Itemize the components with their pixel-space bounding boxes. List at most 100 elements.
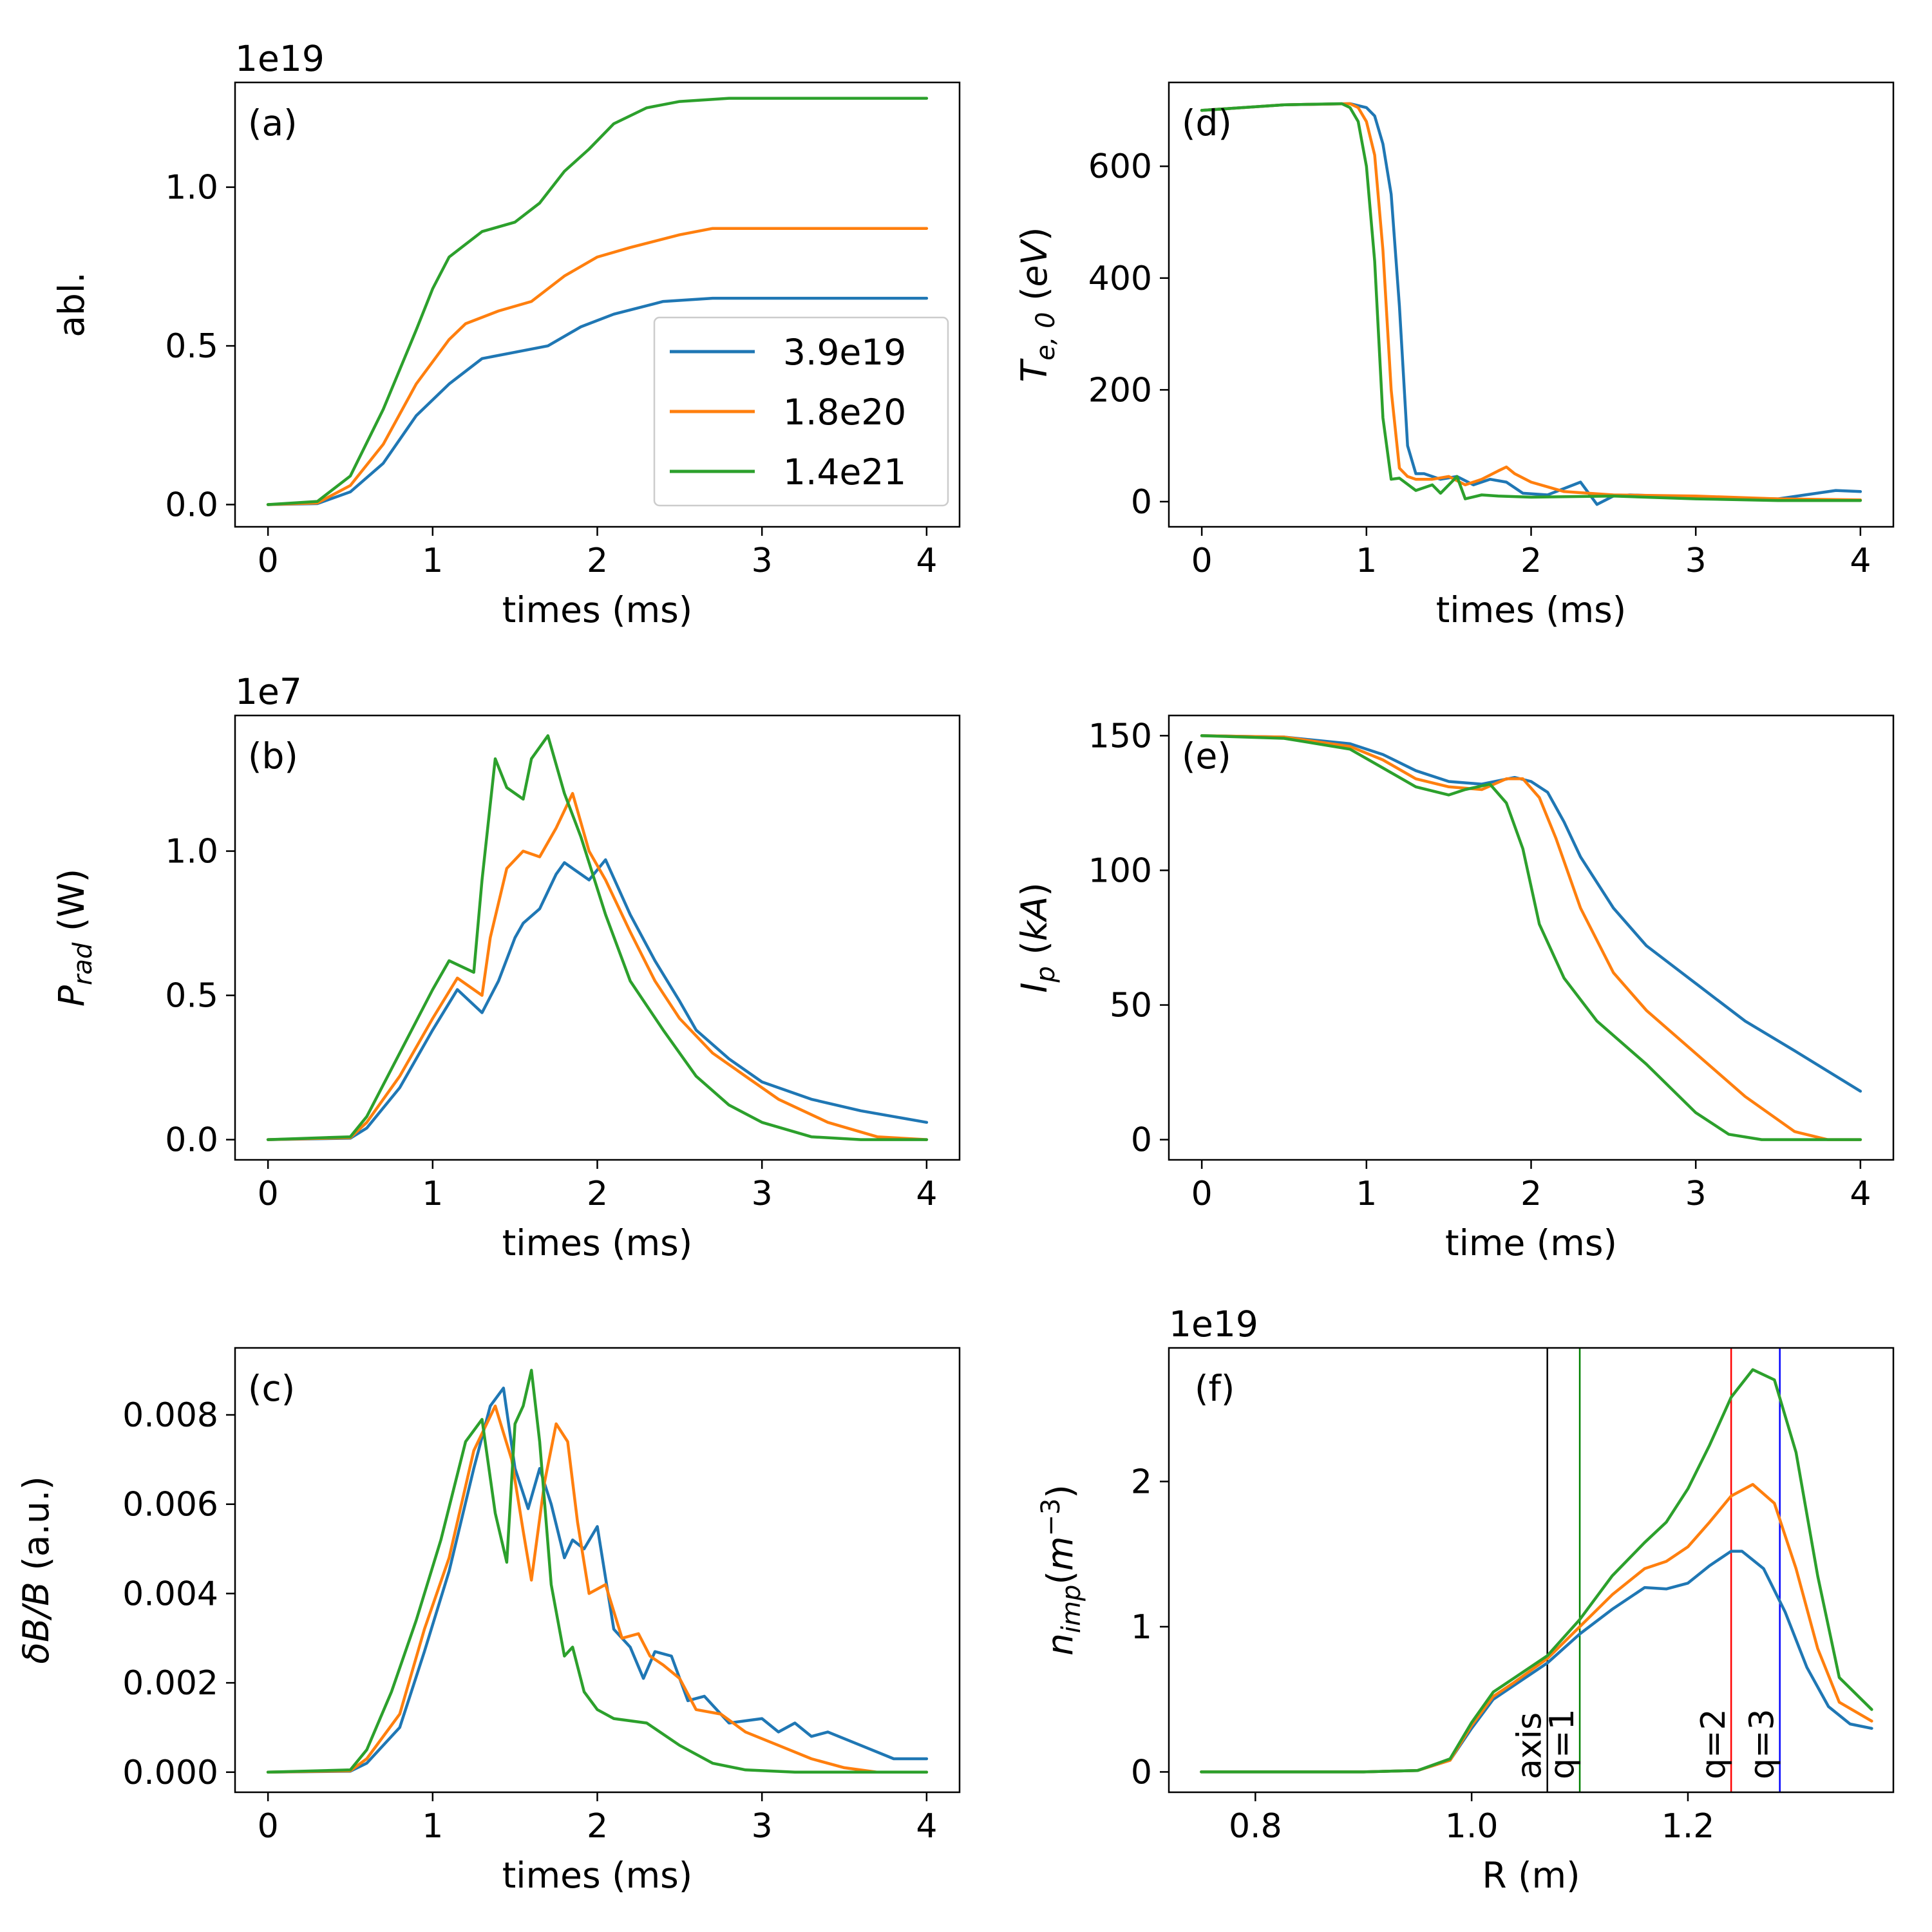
- y-tick-label: 0.002: [122, 1664, 218, 1703]
- x-tick-label: 4: [916, 1175, 937, 1213]
- y-tick-label: 0: [1131, 1121, 1152, 1160]
- x-axis-label: time (ms): [1445, 1222, 1617, 1264]
- series-line-1.4e21: [266, 1368, 929, 1774]
- x-tick-label: 1.2: [1662, 1807, 1715, 1846]
- y-tick-label: 1.0: [165, 833, 218, 871]
- x-axis-label: times (ms): [502, 589, 693, 630]
- y-tick-label: 0.0: [165, 1121, 218, 1160]
- axis-multiplier: 1e19: [235, 38, 325, 79]
- y-tick-label: 1: [1131, 1608, 1152, 1647]
- x-tick-label: 4: [916, 542, 937, 580]
- y-tick-label: 0: [1131, 1753, 1152, 1792]
- x-tick-label: 4: [1850, 542, 1871, 580]
- x-tick-label: 0: [258, 1807, 279, 1846]
- x-tick-label: 3: [1685, 542, 1707, 580]
- panel-label: (e): [1182, 735, 1231, 777]
- x-tick-label: 2: [587, 1807, 608, 1846]
- series-line-1.8e20: [266, 227, 929, 506]
- x-axis-label: times (ms): [502, 1855, 693, 1896]
- y-tick-label: 0.0: [165, 486, 218, 525]
- reference-line-label: q=1: [1543, 1709, 1582, 1779]
- y-tick-label: 0.5: [165, 977, 218, 1016]
- x-axis-label: times (ms): [1436, 589, 1627, 630]
- y-tick-label: 600: [1088, 147, 1152, 186]
- y-tick-label: 2: [1131, 1463, 1152, 1501]
- y-tick-label: 0.008: [122, 1396, 218, 1435]
- legend-box: [653, 316, 949, 507]
- y-tick-label: 150: [1088, 717, 1152, 755]
- panel-label: (d): [1182, 102, 1232, 144]
- y-tick-label: 0.006: [122, 1486, 218, 1524]
- legend-entry-label: 1.4e21: [783, 451, 906, 493]
- y-tick-label: 0.5: [165, 327, 218, 366]
- panel-label: (b): [248, 735, 298, 777]
- series-line-3.9e19: [266, 1387, 929, 1774]
- panel-e: 0 1 2 3 4 0 50 100 150 time (ms) Ip (kA) (e): [1014, 714, 1895, 1264]
- series-line-1.8e20: [1200, 102, 1862, 502]
- x-tick-label: 2: [1520, 542, 1542, 580]
- series-line-1.8e20: [266, 1404, 929, 1774]
- reference-line-label: q=2: [1694, 1709, 1733, 1779]
- series-line-1.4e21: [1200, 1368, 1873, 1774]
- x-tick-label: 1.0: [1445, 1807, 1499, 1846]
- x-tick-label: 4: [1850, 1175, 1871, 1213]
- x-tick-label: 3: [752, 1807, 773, 1846]
- panel-b: 0 1 2 3 4 0.0 0.5 1.0 times (ms) Prad (W) 1e7 (b): [51, 671, 961, 1264]
- x-tick-label: 4: [916, 1807, 937, 1846]
- x-tick-label: 0: [258, 542, 279, 580]
- axis-multiplier: 1e7: [235, 671, 302, 712]
- series-line-1.4e21: [1200, 102, 1862, 502]
- x-axis-label: times (ms): [502, 1222, 693, 1264]
- y-axis-label: Te, 0 (eV): [1014, 227, 1061, 383]
- y-tick-label: 0.004: [122, 1575, 218, 1613]
- y-tick-label: 50: [1110, 987, 1152, 1025]
- series-line-1.4e21: [266, 97, 929, 506]
- x-tick-label: 3: [752, 542, 773, 580]
- plot-frame: [1168, 1347, 1895, 1794]
- x-tick-label: 2: [1520, 1175, 1542, 1213]
- x-tick-label: 2: [587, 1175, 608, 1213]
- y-tick-label: 0.000: [122, 1754, 218, 1792]
- y-tick-label: 1.0: [165, 169, 218, 207]
- y-tick-label: 200: [1088, 371, 1152, 410]
- x-tick-label: 0: [1191, 1175, 1213, 1213]
- panel-label: (c): [248, 1368, 295, 1409]
- legend: 3.9e19 1.8e20 1.4e21: [653, 316, 949, 507]
- axis-multiplier: 1e19: [1169, 1303, 1258, 1345]
- panel-d: 0 1 2 3 4 0 200 400 600 times (ms) Te, 0 (eV) (d): [1014, 81, 1895, 630]
- y-axis-label: nimp(m−3): [1036, 1484, 1086, 1656]
- legend-entry-label: 3.9e19: [783, 332, 906, 373]
- panel-label: (a): [248, 102, 298, 144]
- series-line-1.4e21: [266, 734, 929, 1141]
- y-axis-label: Prad (W): [51, 869, 98, 1007]
- reference-line-label: q=3: [1743, 1709, 1782, 1779]
- series-line-1.8e20: [1200, 734, 1862, 1141]
- x-axis-label: R (m): [1482, 1855, 1580, 1896]
- panel-a: 0 1 2 3 4 0.0 0.5 1.0 times (ms) abl. 1e19 (a) 3.9e1…: [51, 38, 961, 630]
- y-tick-label: 400: [1088, 260, 1152, 298]
- series-line-1.4e21: [1200, 734, 1862, 1141]
- legend-entry-label: 1.8e20: [783, 392, 906, 433]
- panel-c: 0 1 2 3 4 0.000 0.002 0.004 0.006 0.008 times (ms)…: [15, 1347, 961, 1896]
- y-tick-label: 0: [1131, 483, 1152, 522]
- reference-line-label: axis: [1511, 1712, 1549, 1779]
- x-tick-label: 0: [258, 1175, 279, 1213]
- series-line-3.9e19: [266, 296, 929, 506]
- x-tick-label: 1: [422, 1175, 443, 1213]
- x-tick-label: 0.8: [1229, 1807, 1282, 1846]
- x-tick-label: 1: [422, 542, 443, 580]
- series-line-1.8e20: [266, 791, 929, 1141]
- series-line-3.9e19: [266, 858, 929, 1141]
- y-axis-label: δB/B (a.u.): [15, 1476, 57, 1664]
- y-axis-label: Ip (kA): [1014, 882, 1061, 993]
- x-tick-label: 2: [587, 542, 608, 580]
- x-tick-label: 1: [422, 1807, 443, 1846]
- x-tick-label: 1: [1356, 1175, 1377, 1213]
- x-tick-label: 0: [1191, 542, 1213, 580]
- series-line-3.9e19: [1200, 734, 1862, 1093]
- x-tick-label: 3: [752, 1175, 773, 1213]
- x-tick-label: 1: [1356, 542, 1377, 580]
